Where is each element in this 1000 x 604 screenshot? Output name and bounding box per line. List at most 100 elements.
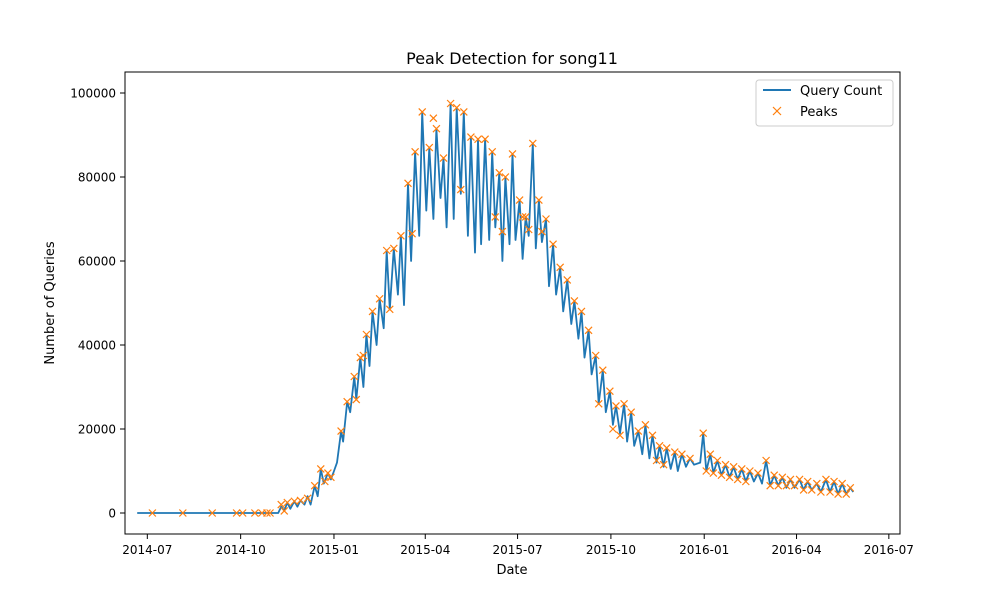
- peak-marker: [501, 173, 510, 181]
- peak-marker: [762, 456, 771, 465]
- peak-marker: [563, 275, 572, 284]
- peak-marker: [310, 481, 319, 490]
- peak-marker: [232, 509, 241, 517]
- peak-marker: [830, 477, 838, 486]
- peak-marker: [474, 135, 482, 144]
- peak-marker: [807, 485, 816, 494]
- peak-marker: [495, 168, 504, 177]
- peak-marker: [408, 229, 416, 238]
- peak-marker: [418, 107, 427, 116]
- peak-marker: [515, 196, 524, 205]
- x-tick-label: 2014-07: [122, 543, 172, 557]
- peak-marker: [556, 263, 565, 272]
- peak-marker: [411, 147, 420, 156]
- peak-marker: [337, 427, 345, 436]
- legend-label-query-count: Query Count: [800, 84, 882, 99]
- plot-frame: [124, 71, 901, 535]
- peak-marker: [842, 490, 851, 499]
- peaks-series: [148, 99, 855, 517]
- x-tick-label: 2016-07: [864, 543, 914, 557]
- peak-marker: [316, 464, 325, 473]
- peak-marker: [737, 464, 746, 473]
- peak-marker: [250, 509, 259, 517]
- peak-marker: [812, 479, 821, 488]
- x-axis-label: Date: [496, 563, 527, 578]
- peak-marker: [524, 225, 533, 234]
- peak-marker: [652, 456, 661, 465]
- peak-marker: [826, 488, 834, 496]
- peak-marker: [834, 490, 843, 499]
- peak-marker: [528, 139, 537, 148]
- peak-marker: [521, 212, 530, 221]
- peak-marker: [549, 240, 558, 249]
- legend-peak-marker: [772, 106, 782, 116]
- peak-marker: [795, 475, 804, 484]
- peak-marker: [670, 448, 679, 457]
- peak-marker: [641, 420, 650, 429]
- peak-marker: [803, 477, 812, 486]
- peak-marker: [518, 212, 527, 221]
- peak-marker: [616, 431, 624, 440]
- peak-marker: [263, 509, 271, 517]
- x-tick-label: 2014-10: [216, 543, 266, 557]
- peak-marker: [677, 450, 686, 459]
- peak-marker: [733, 475, 742, 484]
- peak-marker: [320, 477, 329, 486]
- peak-marker: [741, 477, 750, 486]
- peak-marker: [277, 500, 286, 509]
- peak-marker: [481, 135, 490, 144]
- peak-marker: [745, 467, 754, 475]
- peak-marker: [774, 481, 783, 490]
- peak-marker: [786, 475, 795, 484]
- peak-marker: [838, 479, 847, 488]
- y-tick-label: 0: [108, 507, 116, 521]
- peak-marker: [662, 443, 671, 452]
- peak-marker: [846, 483, 855, 492]
- y-tick-label: 20000: [78, 423, 116, 437]
- peak-marker: [266, 509, 274, 517]
- y-tick-label: 40000: [78, 339, 116, 353]
- peak-marker: [702, 467, 711, 475]
- peak-marker: [699, 429, 708, 438]
- peak-marker: [570, 296, 579, 305]
- peak-marker: [713, 456, 722, 465]
- peak-marker: [609, 425, 617, 433]
- peak-marker: [721, 460, 730, 469]
- peak-marker: [648, 431, 657, 440]
- peak-marker: [605, 387, 614, 396]
- x-tick-label: 2015-01: [309, 543, 359, 557]
- peak-marker: [456, 185, 465, 194]
- peak-marker: [542, 215, 550, 223]
- peak-marker: [686, 454, 694, 463]
- peak-marker: [498, 227, 507, 236]
- peak-marker: [466, 133, 475, 142]
- peak-marker: [488, 147, 497, 156]
- peak-marker: [303, 494, 312, 503]
- peak-marker: [634, 427, 643, 436]
- peak-marker: [594, 399, 603, 408]
- peak-marker: [382, 246, 391, 255]
- peak-marker: [754, 469, 762, 478]
- peak-marker: [343, 397, 352, 406]
- peak-marker: [534, 196, 543, 205]
- peak-marker: [425, 143, 434, 152]
- peak-marker: [620, 399, 629, 408]
- peak-marker: [148, 509, 157, 517]
- peak-marker: [178, 509, 187, 517]
- peak-marker: [323, 469, 332, 478]
- y-tick-label: 60000: [78, 255, 116, 269]
- peak-marker: [790, 481, 799, 490]
- peak-marker: [729, 462, 738, 471]
- peak-marker: [296, 496, 305, 505]
- y-axis: 0 20000 40000 60000 80000 100000: [70, 87, 125, 521]
- x-tick-label: 2016-04: [771, 543, 821, 557]
- y-axis-label: Number of Queries: [43, 241, 58, 364]
- peak-marker: [717, 471, 726, 480]
- peak-marker: [655, 441, 664, 450]
- peak-marker: [362, 330, 371, 339]
- peak-marker: [350, 372, 359, 381]
- peak-marker: [537, 227, 546, 236]
- legend: Query Count Peaks: [755, 79, 894, 127]
